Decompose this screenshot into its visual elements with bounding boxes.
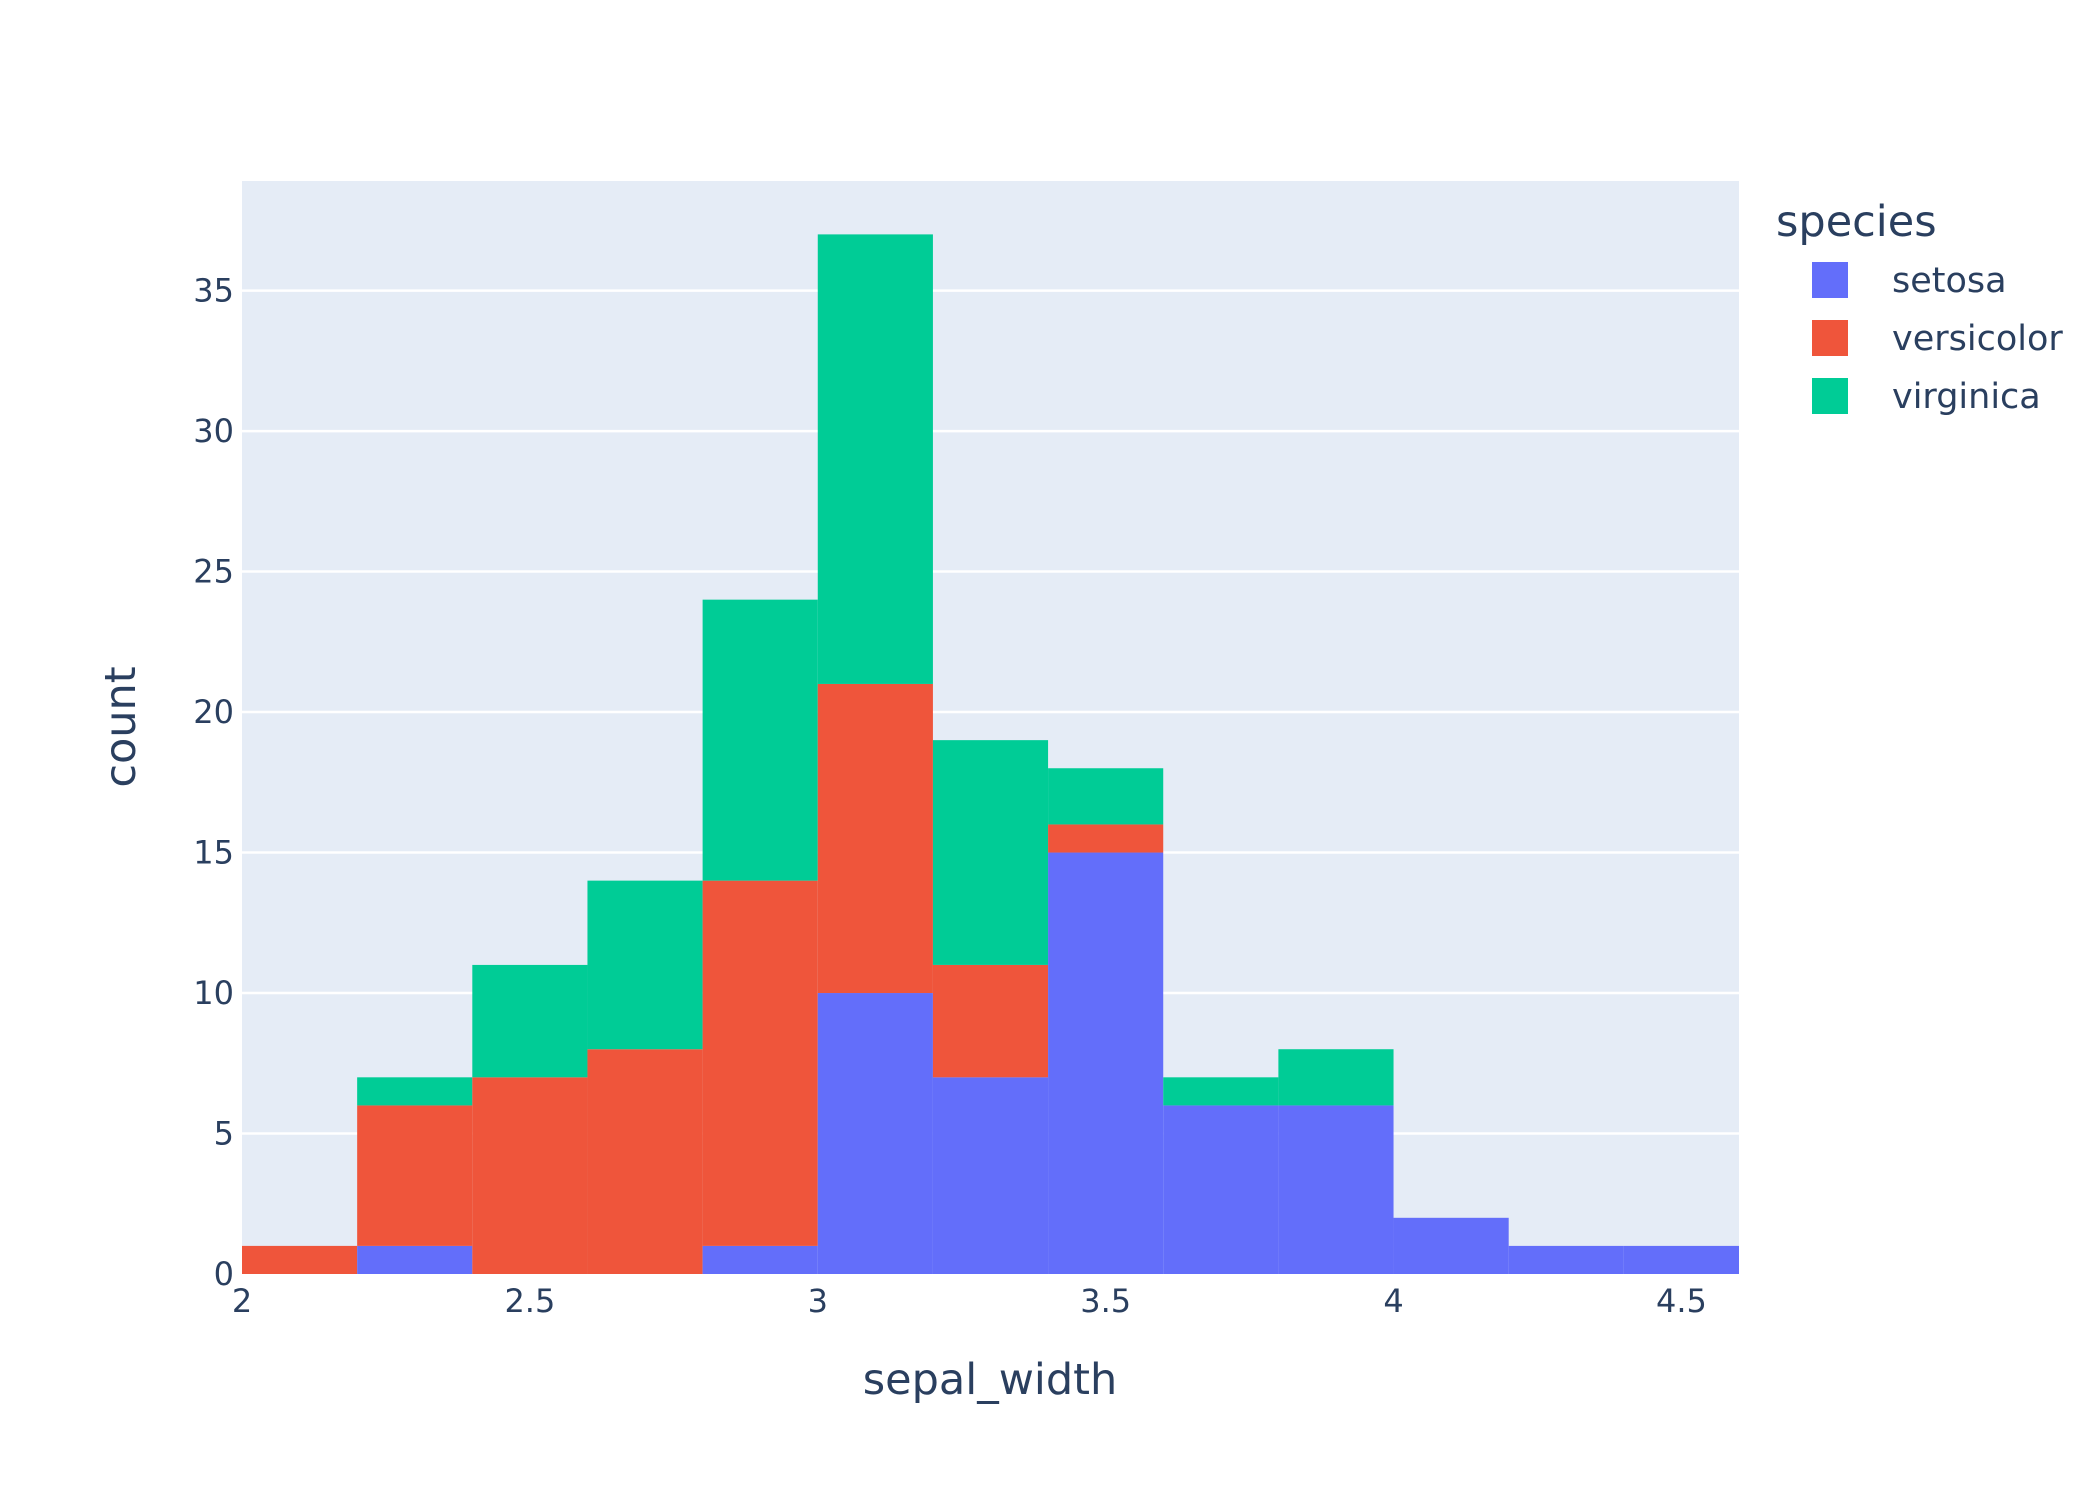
legend-label-virginica: virginica xyxy=(1892,377,2041,417)
bar-setosa-3.1 xyxy=(817,993,933,1274)
legend-swatch-versicolor xyxy=(1812,320,1848,356)
y-tick-label: 35 xyxy=(193,272,234,310)
bar-setosa-3.7 xyxy=(1163,1105,1279,1274)
bar-versicolor-2.5 xyxy=(472,1077,588,1274)
legend-label-versicolor: versicolor xyxy=(1892,319,2063,359)
bar-versicolor-3.3 xyxy=(932,964,1049,1078)
bar-setosa-4.3 xyxy=(1508,1245,1624,1274)
y-tick-label: 25 xyxy=(193,553,234,591)
x-tick-label: 4.5 xyxy=(1656,1282,1707,1320)
bar-virginica-2.3 xyxy=(357,1077,473,1106)
y-tick-label: 10 xyxy=(193,974,234,1012)
y-axis-title: count xyxy=(96,666,146,787)
bar-virginica-3.7 xyxy=(1163,1077,1279,1106)
legend-swatch-setosa xyxy=(1812,262,1848,298)
x-tick-label: 3 xyxy=(808,1282,828,1320)
x-axis-ticks: 2 2.5 3 3.5 4 4.5 xyxy=(232,1282,1707,1320)
bar-setosa-2.9 xyxy=(702,1245,818,1274)
bars xyxy=(242,234,1739,1274)
legend-label-setosa: setosa xyxy=(1892,261,2007,301)
bar-versicolor-2.7 xyxy=(587,1049,703,1274)
bar-virginica-3.5 xyxy=(1048,768,1164,825)
bar-versicolor-2.3 xyxy=(357,1105,473,1246)
x-tick-label: 4 xyxy=(1383,1282,1403,1320)
legend-title: species xyxy=(1776,197,1937,247)
bar-setosa-3.3 xyxy=(932,1077,1049,1274)
bar-virginica-3.3 xyxy=(932,740,1049,965)
bar-setosa-2.3 xyxy=(357,1245,473,1274)
bar-setosa-3.9 xyxy=(1278,1105,1394,1274)
bar-versicolor-3.5 xyxy=(1048,824,1164,853)
x-tick-label: 2.5 xyxy=(504,1282,555,1320)
bar-versicolor-2.9 xyxy=(702,880,818,1246)
bar-virginica-3.9 xyxy=(1278,1049,1394,1106)
legend-swatch-virginica xyxy=(1812,378,1848,414)
x-tick-label: 3.5 xyxy=(1080,1282,1131,1320)
x-axis-title: sepal_width xyxy=(863,1355,1117,1405)
y-axis-ticks: 0 5 10 15 20 25 30 35 xyxy=(193,272,234,1293)
y-tick-label: 15 xyxy=(193,834,234,872)
legend: species setosa versicolor virginica xyxy=(1776,197,2063,417)
bar-virginica-3.1 xyxy=(817,234,933,684)
y-tick-label: 30 xyxy=(193,412,234,450)
bar-virginica-2.5 xyxy=(472,964,588,1078)
bar-setosa-4.1 xyxy=(1393,1217,1509,1274)
bar-versicolor-2.1 xyxy=(242,1245,358,1274)
bar-setosa-3.5 xyxy=(1048,852,1164,1274)
bar-virginica-2.9 xyxy=(702,599,818,881)
bar-virginica-2.7 xyxy=(587,880,703,1050)
y-tick-label: 20 xyxy=(193,693,234,731)
y-tick-label: 0 xyxy=(214,1255,234,1293)
y-tick-label: 5 xyxy=(214,1115,234,1153)
bar-setosa-4.5 xyxy=(1623,1245,1739,1274)
x-tick-label: 2 xyxy=(232,1282,252,1320)
bar-versicolor-3.1 xyxy=(817,683,933,994)
